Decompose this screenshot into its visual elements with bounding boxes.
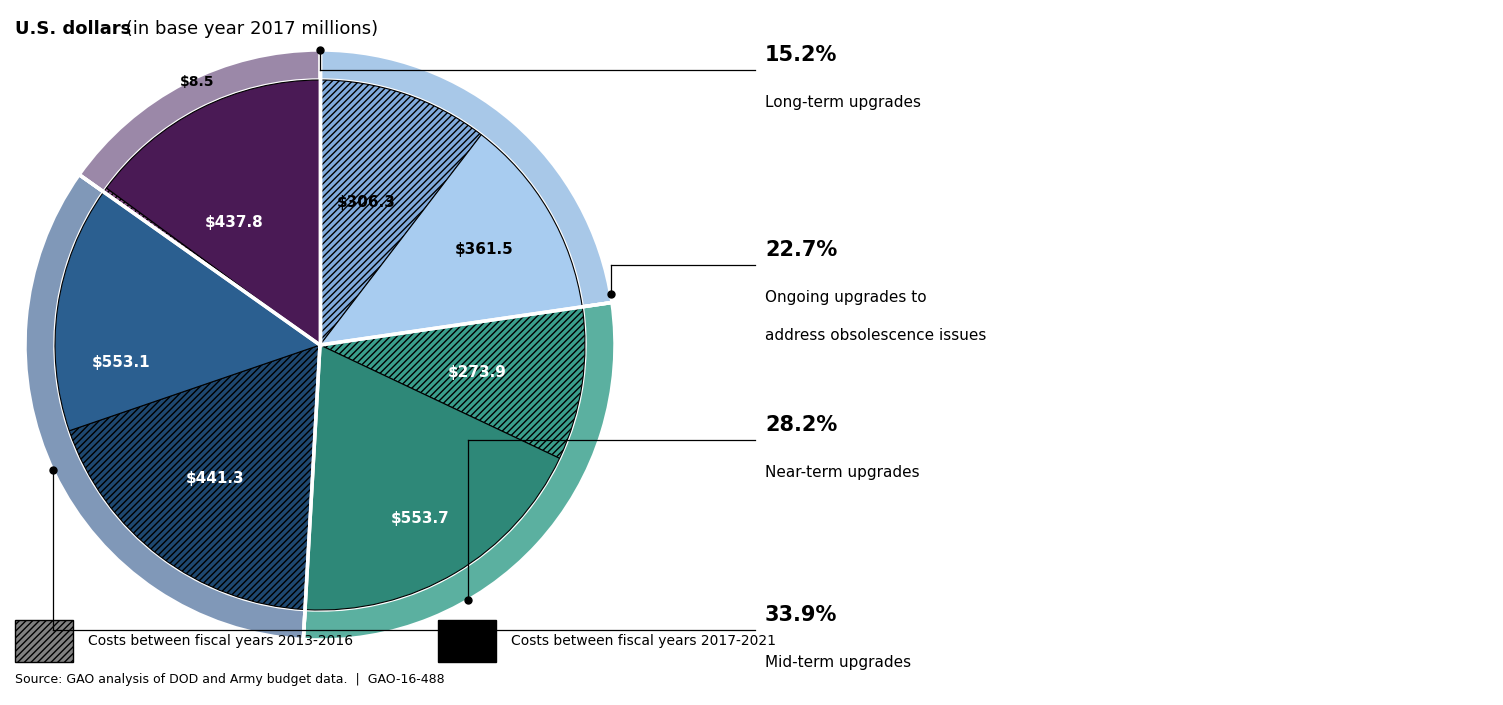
Text: 15.2%: 15.2% <box>765 45 837 65</box>
Text: $553.7: $553.7 <box>391 510 449 526</box>
Wedge shape <box>304 302 615 640</box>
Text: U.S. dollars: U.S. dollars <box>15 20 131 38</box>
Wedge shape <box>104 188 320 345</box>
Text: Long-term upgrades: Long-term upgrades <box>765 95 921 110</box>
Text: $441.3: $441.3 <box>186 472 245 486</box>
Text: Source: GAO analysis of DOD and Army budget data.  |  GAO-16-488: Source: GAO analysis of DOD and Army bud… <box>15 673 445 686</box>
Wedge shape <box>320 307 585 458</box>
Text: Near-term upgrades: Near-term upgrades <box>765 465 920 480</box>
Text: 22.7%: 22.7% <box>765 240 837 260</box>
Text: address obsolescence issues: address obsolescence issues <box>765 328 986 343</box>
Text: $361.5: $361.5 <box>455 243 514 257</box>
Wedge shape <box>80 50 320 192</box>
Text: Costs between fiscal years 2013-2016: Costs between fiscal years 2013-2016 <box>89 634 353 648</box>
Text: $553.1: $553.1 <box>92 355 150 370</box>
Wedge shape <box>320 50 612 307</box>
Text: (in base year 2017 millions): (in base year 2017 millions) <box>120 20 379 38</box>
Wedge shape <box>305 345 559 610</box>
Wedge shape <box>56 192 320 431</box>
Bar <box>437 620 496 662</box>
Text: Costs between fiscal years 2017-2021: Costs between fiscal years 2017-2021 <box>511 634 776 648</box>
Text: Ongoing upgrades to: Ongoing upgrades to <box>765 290 927 305</box>
Text: 33.9%: 33.9% <box>765 605 837 625</box>
Text: Mid-term upgrades: Mid-term upgrades <box>765 655 911 670</box>
Text: $437.8: $437.8 <box>204 214 263 230</box>
Wedge shape <box>69 345 320 610</box>
Text: $306.3: $306.3 <box>337 195 395 210</box>
Text: $273.9: $273.9 <box>448 365 507 380</box>
Wedge shape <box>320 80 481 345</box>
Wedge shape <box>107 80 320 345</box>
Wedge shape <box>26 175 305 639</box>
Text: 28.2%: 28.2% <box>765 415 837 435</box>
Bar <box>15 620 74 662</box>
Wedge shape <box>320 135 582 345</box>
Text: $8.5: $8.5 <box>180 75 215 89</box>
